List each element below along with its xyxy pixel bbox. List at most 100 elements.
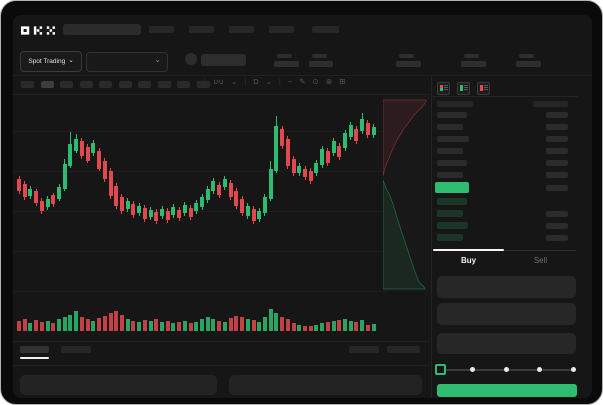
ask-amount — [546, 124, 568, 130]
icon-lines — [484, 85, 488, 92]
volume-bar — [102, 316, 107, 331]
timeframe-button[interactable] — [21, 81, 34, 88]
volume-bar — [142, 320, 147, 331]
orderbook-view-bids-only-icon[interactable] — [457, 82, 470, 95]
timeframe-button[interactable] — [40, 81, 54, 88]
divider — [13, 94, 429, 95]
total-input[interactable] — [437, 333, 576, 354]
nav-item[interactable] — [312, 26, 339, 33]
ask-price[interactable] — [437, 124, 463, 130]
timeframe-button[interactable] — [118, 81, 132, 88]
nav-item[interactable] — [189, 26, 214, 33]
icon-lines — [444, 85, 448, 92]
bottom-tab[interactable] — [61, 346, 91, 353]
settings-icon[interactable]: ⊛ — [325, 77, 333, 86]
volume-bar — [268, 309, 273, 331]
timeframe-button[interactable] — [60, 81, 73, 88]
volume-bar — [331, 321, 336, 331]
bid-price[interactable] — [437, 198, 467, 205]
volume-bar — [314, 325, 319, 331]
orderbook-header-amount — [533, 101, 568, 107]
nav-item[interactable] — [269, 26, 294, 33]
orderbook-view-asks-only-icon[interactable] — [477, 82, 490, 95]
ask-price[interactable] — [437, 172, 463, 178]
bottom-action[interactable] — [349, 346, 379, 353]
indicator-icon[interactable]: ~ — [287, 77, 293, 86]
fullscreen-icon[interactable]: ⊞ — [339, 77, 346, 86]
buy-submit-button[interactable] — [437, 384, 577, 397]
volume-bar — [22, 319, 27, 331]
divider: | — [244, 77, 247, 86]
volume-bar — [125, 319, 130, 331]
slider-step-50[interactable] — [503, 367, 509, 372]
camera-icon[interactable]: ⊙ — [312, 77, 319, 86]
pair-selector[interactable]: ⌄ — [86, 52, 168, 72]
timeframe-button[interactable] — [196, 81, 210, 88]
candle-body — [205, 189, 210, 200]
slider-step-25[interactable] — [470, 367, 475, 372]
candle-body — [137, 206, 142, 213]
price-input[interactable] — [437, 276, 576, 298]
volume-bar — [348, 321, 353, 331]
ask-price[interactable] — [437, 136, 469, 142]
ask-amount — [546, 148, 568, 154]
timeframe-button[interactable] — [79, 81, 93, 88]
volume-bar — [119, 315, 124, 331]
timeframe-button[interactable] — [99, 81, 112, 88]
chevron-down-icon[interactable]: ⌄ — [230, 77, 238, 86]
ask-price[interactable] — [437, 112, 467, 118]
ask-price[interactable] — [437, 160, 467, 166]
volume-bar — [182, 321, 187, 331]
candle-body — [22, 184, 27, 197]
depth-bids-area — [382, 179, 426, 290]
timeframe-button[interactable] — [157, 81, 171, 88]
icon-bar — [459, 84, 463, 91]
slider-handle[interactable] — [435, 364, 446, 375]
search-input[interactable] — [63, 24, 141, 35]
timeframe-button[interactable] — [177, 81, 190, 88]
ask-price[interactable] — [437, 148, 463, 154]
chart-type-icon[interactable]: ∪∪ — [212, 77, 224, 86]
volume-bar — [365, 325, 370, 331]
candle-body — [74, 139, 79, 151]
nav-item[interactable] — [149, 26, 174, 33]
divider — [433, 96, 578, 97]
tab-buy[interactable]: Buy — [460, 256, 477, 265]
slider-step-100[interactable] — [570, 367, 576, 372]
bottom-action[interactable] — [387, 346, 420, 353]
candle-body — [360, 119, 365, 131]
candle-body — [131, 204, 136, 215]
candle-body — [142, 208, 147, 219]
last-price-amount — [546, 185, 568, 191]
okx-logo — [21, 22, 55, 40]
divider — [13, 365, 429, 366]
volume-bar — [28, 323, 33, 331]
bid-price[interactable] — [437, 210, 463, 217]
chevron-down-icon[interactable]: ⌄ — [265, 77, 272, 86]
orderbook-view-combined-icon[interactable] — [437, 82, 450, 95]
candle-body — [365, 123, 370, 135]
icon-lines — [464, 85, 468, 92]
stat-value — [309, 61, 333, 67]
candle-body — [280, 129, 285, 146]
amount-input[interactable] — [437, 303, 576, 325]
last-price-badge[interactable] — [435, 182, 469, 193]
volume-bar — [177, 322, 182, 331]
bid-price[interactable] — [437, 222, 468, 229]
icon-bar — [439, 84, 443, 91]
stat-value — [396, 61, 421, 67]
bid-price[interactable] — [437, 234, 463, 241]
candle-body — [297, 166, 302, 173]
market-type-selector[interactable]: Spot Trading ⌄ — [20, 51, 82, 72]
bottom-tab[interactable] — [20, 346, 49, 353]
candle-body — [262, 197, 267, 213]
candle-body — [274, 126, 279, 171]
timeframe-button[interactable] — [138, 81, 151, 88]
slider-step-75[interactable] — [537, 367, 542, 372]
tab-sell[interactable]: Sell — [533, 256, 548, 265]
interval-icon[interactable]: D — [253, 77, 259, 86]
draw-icon[interactable]: ✎ — [299, 77, 306, 86]
nav-item[interactable] — [229, 26, 254, 33]
volume-bar — [79, 317, 84, 331]
candle-body — [119, 197, 124, 211]
